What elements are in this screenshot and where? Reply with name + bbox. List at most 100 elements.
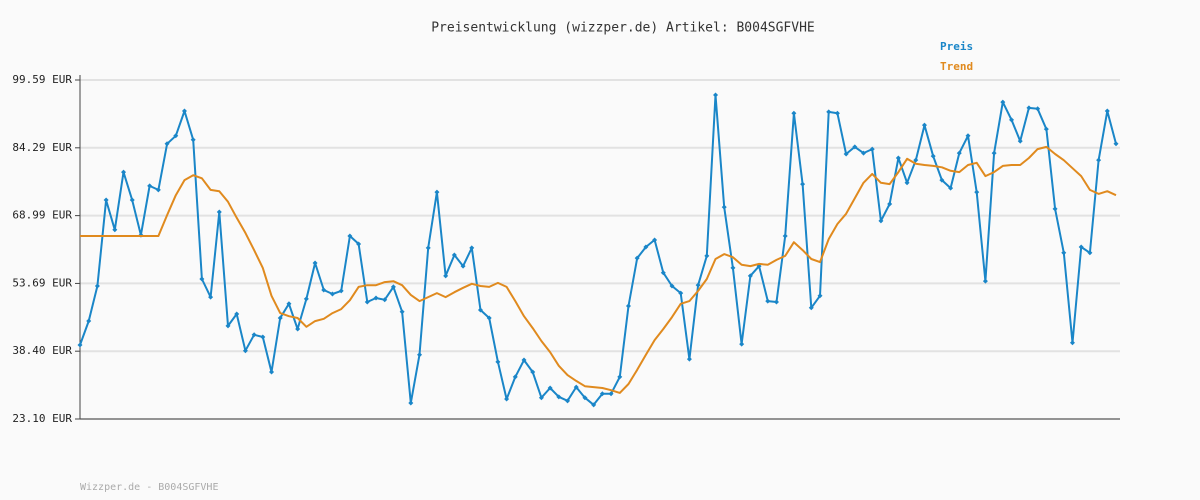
data-point	[956, 150, 962, 156]
series-line	[80, 145, 1117, 394]
data-point	[382, 297, 388, 303]
data-point	[565, 398, 571, 404]
data-point	[869, 146, 875, 152]
data-point	[425, 245, 431, 251]
data-point	[225, 323, 231, 329]
data-point	[695, 282, 701, 288]
data-point	[556, 394, 562, 400]
data-point	[477, 307, 483, 313]
data-point	[773, 299, 779, 305]
data-point	[1052, 206, 1058, 212]
y-tick-label: 68.99 EUR	[12, 209, 72, 222]
data-point	[608, 391, 614, 397]
data-point	[234, 311, 240, 317]
data-point	[704, 253, 710, 259]
data-point	[652, 237, 658, 243]
data-point	[800, 181, 806, 187]
data-point	[791, 110, 797, 116]
data-point	[887, 201, 893, 207]
data-point	[948, 185, 954, 191]
data-point	[269, 369, 275, 375]
data-point	[303, 296, 309, 302]
data-point	[643, 244, 649, 250]
data-point	[1096, 157, 1102, 163]
data-point	[1087, 250, 1093, 256]
data-point	[86, 318, 92, 324]
data-point	[1061, 250, 1067, 256]
data-point	[991, 150, 997, 156]
data-point	[173, 133, 179, 139]
data-point	[147, 183, 153, 189]
data-point	[974, 189, 980, 195]
data-point	[1078, 244, 1084, 250]
data-point	[199, 276, 205, 282]
data-point	[904, 180, 910, 186]
y-tick-label: 23.10 EUR	[12, 412, 72, 425]
data-point	[460, 263, 466, 269]
data-point	[1113, 141, 1119, 147]
footer: Wizzper.de - B004SGFVHE	[80, 482, 218, 493]
data-point	[417, 352, 423, 358]
data-point	[190, 137, 196, 143]
data-point	[573, 384, 579, 390]
data-point	[155, 187, 161, 193]
data-point	[295, 326, 301, 332]
data-point	[260, 334, 266, 340]
data-point	[451, 252, 457, 258]
data-point	[94, 283, 100, 289]
data-point	[817, 293, 823, 299]
data-point	[982, 278, 988, 284]
data-point	[617, 374, 623, 380]
data-point	[686, 356, 692, 362]
data-point	[521, 357, 527, 363]
data-point	[538, 395, 544, 401]
data-point	[251, 332, 257, 338]
data-point	[208, 294, 214, 300]
y-tick-label: 99.59 EUR	[12, 73, 72, 86]
data-point	[373, 295, 379, 301]
data-point	[164, 141, 170, 147]
data-point	[356, 241, 362, 247]
data-point	[112, 227, 118, 233]
data-point	[921, 122, 927, 128]
data-point	[364, 299, 370, 305]
data-point	[547, 385, 553, 391]
data-point	[129, 197, 135, 203]
data-point	[599, 391, 605, 397]
data-point	[861, 150, 867, 156]
data-point	[329, 291, 335, 297]
data-point	[443, 273, 449, 279]
data-point	[625, 303, 631, 309]
y-tick-label: 84.29 EUR	[12, 141, 72, 154]
data-point	[843, 151, 849, 157]
data-point	[808, 305, 814, 311]
data-point	[634, 255, 640, 261]
data-point	[1017, 138, 1023, 144]
data-point	[277, 315, 283, 321]
data-point	[721, 204, 727, 210]
data-point	[591, 402, 597, 408]
data-point	[782, 233, 788, 239]
data-point	[747, 273, 753, 279]
data-point	[895, 155, 901, 161]
data-point	[739, 341, 745, 347]
data-point	[730, 265, 736, 271]
data-point	[826, 109, 832, 115]
data-point	[939, 177, 945, 183]
data-point	[390, 284, 396, 290]
data-point	[495, 359, 501, 365]
data-point	[1043, 126, 1049, 132]
data-point	[77, 342, 83, 348]
data-point	[486, 315, 492, 321]
data-point	[765, 298, 771, 304]
data-point	[181, 108, 187, 114]
y-tick-label: 53.69 EUR	[12, 276, 72, 289]
data-point	[660, 270, 666, 276]
data-point	[1069, 340, 1075, 346]
data-point	[669, 283, 675, 289]
data-point	[504, 396, 510, 402]
data-point	[312, 260, 318, 266]
data-point	[678, 290, 684, 296]
data-point	[338, 288, 344, 294]
